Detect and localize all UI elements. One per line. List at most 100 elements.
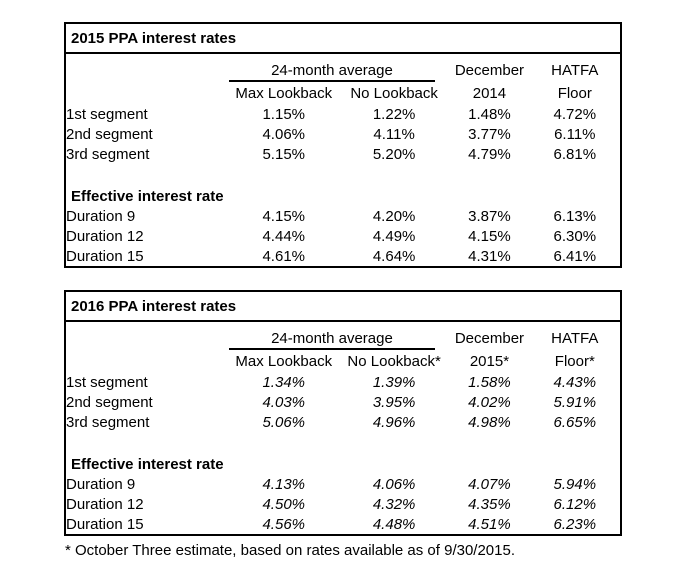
- header-row-sub: Max Lookback No Lookback* 2015* Floor*: [65, 350, 621, 372]
- section-label: Effective interest rate: [71, 455, 224, 473]
- rate-value: 4.98%: [468, 413, 511, 431]
- rate-value: 4.31%: [468, 247, 511, 265]
- rate-value: 6.30%: [553, 227, 597, 245]
- rate-value: 4.15%: [262, 207, 306, 225]
- empty-cell: [65, 82, 229, 104]
- col-subheader-floor: Floor*: [554, 352, 595, 370]
- rate-value: 6.65%: [553, 413, 597, 431]
- section-row: Effective interest rate: [65, 454, 621, 474]
- rate-value: 4.49%: [372, 227, 416, 245]
- table-row-3rd-segment: 3rd segment 5.15% 5.20% 4.79% 6.81%: [65, 144, 621, 164]
- table-row-duration-9: Duration 9 4.15% 4.20% 3.87% 6.13%: [65, 206, 621, 226]
- rate-value: 5.15%: [262, 145, 306, 163]
- col-subheader-year: 2015*: [469, 352, 510, 370]
- row-label: Duration 15: [66, 247, 144, 265]
- row-label: Duration 9: [66, 207, 136, 225]
- spacer-row: [65, 164, 621, 186]
- col-subheader-no-lookback: No Lookback*: [347, 352, 441, 370]
- rate-value: 4.43%: [553, 373, 597, 391]
- col-subheader-max-lookback: Max Lookback: [235, 352, 333, 370]
- rate-value: 4.32%: [372, 495, 416, 513]
- rate-value: 4.64%: [372, 247, 416, 265]
- table-row-duration-12: Duration 12 4.44% 4.49% 4.15% 6.30%: [65, 226, 621, 246]
- rate-value: 5.06%: [262, 413, 306, 431]
- row-label: 1st segment: [66, 373, 148, 391]
- rate-value: 4.06%: [262, 125, 306, 143]
- table-row-2nd-segment: 2nd segment 4.03% 3.95% 4.02% 5.91%: [65, 392, 621, 412]
- rate-value: 3.87%: [468, 207, 511, 225]
- rate-value: 1.22%: [372, 105, 416, 123]
- rate-value: 4.56%: [262, 515, 306, 533]
- rate-value: 4.02%: [468, 393, 511, 411]
- rate-value: 4.35%: [468, 495, 511, 513]
- col-header-december: December: [454, 330, 525, 347]
- rate-value: 4.79%: [468, 145, 511, 163]
- table-row-duration-15: Duration 15 4.61% 4.64% 4.31% 6.41%: [65, 246, 621, 267]
- col-header-december: December: [454, 62, 525, 79]
- row-label: Duration 15: [66, 515, 144, 533]
- table-row-1st-segment: 1st segment 1.15% 1.22% 1.48% 4.72%: [65, 104, 621, 124]
- rate-value: 6.81%: [553, 145, 597, 163]
- row-label: 2nd segment: [66, 125, 153, 143]
- ppa-2016-table: 2016 PPA interest rates 24-month average…: [64, 290, 622, 536]
- table-row-duration-12: Duration 12 4.50% 4.32% 4.35% 6.12%: [65, 494, 621, 514]
- col-subheader-no-lookback: No Lookback: [350, 84, 438, 102]
- empty-cell: [65, 350, 229, 372]
- rate-value: 4.96%: [372, 413, 416, 431]
- rate-value: 5.91%: [553, 393, 597, 411]
- table-row-1st-segment: 1st segment 1.34% 1.39% 1.58% 4.43%: [65, 372, 621, 392]
- ppa-2015-table: 2015 PPA interest rates 24-month average…: [64, 22, 622, 268]
- row-label: Duration 12: [66, 227, 144, 245]
- rate-value: 5.20%: [372, 145, 416, 163]
- header-row-group: 24-month average December HATFA: [65, 53, 621, 82]
- group-header-24-month-average: 24-month average: [228, 331, 436, 350]
- section-row: Effective interest rate: [65, 186, 621, 206]
- rate-value: 4.20%: [372, 207, 416, 225]
- rate-value: 6.11%: [554, 125, 596, 143]
- table-title-row: 2015 PPA interest rates: [65, 23, 621, 54]
- rate-value: 6.13%: [553, 207, 597, 225]
- rate-value: 4.48%: [372, 515, 416, 533]
- rate-value: 1.34%: [262, 373, 306, 391]
- header-row-group: 24-month average December HATFA: [65, 321, 621, 350]
- rate-value: 6.41%: [553, 247, 597, 265]
- group-header-cell: 24-month average: [228, 321, 450, 350]
- empty-cell: [65, 321, 229, 350]
- rate-value: 4.61%: [262, 247, 306, 265]
- col-subheader-floor: Floor: [557, 84, 592, 102]
- rate-value: 4.03%: [262, 393, 306, 411]
- col-header-hatfa: HATFA: [551, 62, 599, 79]
- table-title-row: 2016 PPA interest rates: [65, 291, 621, 322]
- rate-value: 4.50%: [262, 495, 306, 513]
- rate-value: 4.11%: [373, 125, 415, 143]
- tables-figure: 2015 PPA interest rates 24-month average…: [64, 22, 622, 559]
- rate-value: 1.39%: [372, 373, 416, 391]
- row-label: 1st segment: [66, 105, 148, 123]
- header-row-sub: Max Lookback No Lookback 2014 Floor: [65, 82, 621, 104]
- spacer-row: [65, 432, 621, 454]
- rate-value: 4.06%: [372, 475, 416, 493]
- rate-value: 6.12%: [553, 495, 597, 513]
- table-gap: [64, 268, 622, 290]
- table-row-3rd-segment: 3rd segment 5.06% 4.96% 4.98% 6.65%: [65, 412, 621, 432]
- rate-value: 1.58%: [468, 373, 511, 391]
- rate-value: 4.15%: [468, 227, 511, 245]
- rate-value: 3.77%: [468, 125, 511, 143]
- rate-value: 1.48%: [468, 105, 511, 123]
- group-header-cell: 24-month average: [228, 53, 450, 82]
- row-label: Duration 12: [66, 495, 144, 513]
- empty-cell: [65, 53, 229, 82]
- table-row-duration-9: Duration 9 4.13% 4.06% 4.07% 5.94%: [65, 474, 621, 494]
- rate-value: 4.13%: [262, 475, 306, 493]
- section-label: Effective interest rate: [71, 187, 224, 205]
- rate-value: 6.23%: [553, 515, 597, 533]
- rate-value: 3.95%: [372, 393, 416, 411]
- rate-value: 4.72%: [553, 105, 597, 123]
- row-label: 3rd segment: [66, 145, 150, 163]
- group-header-24-month-average: 24-month average: [228, 63, 436, 82]
- rate-value: 4.44%: [262, 227, 306, 245]
- table-row-duration-15: Duration 15 4.56% 4.48% 4.51% 6.23%: [65, 514, 621, 535]
- rate-value: 5.94%: [553, 475, 597, 493]
- table-title: 2015 PPA interest rates: [65, 23, 621, 54]
